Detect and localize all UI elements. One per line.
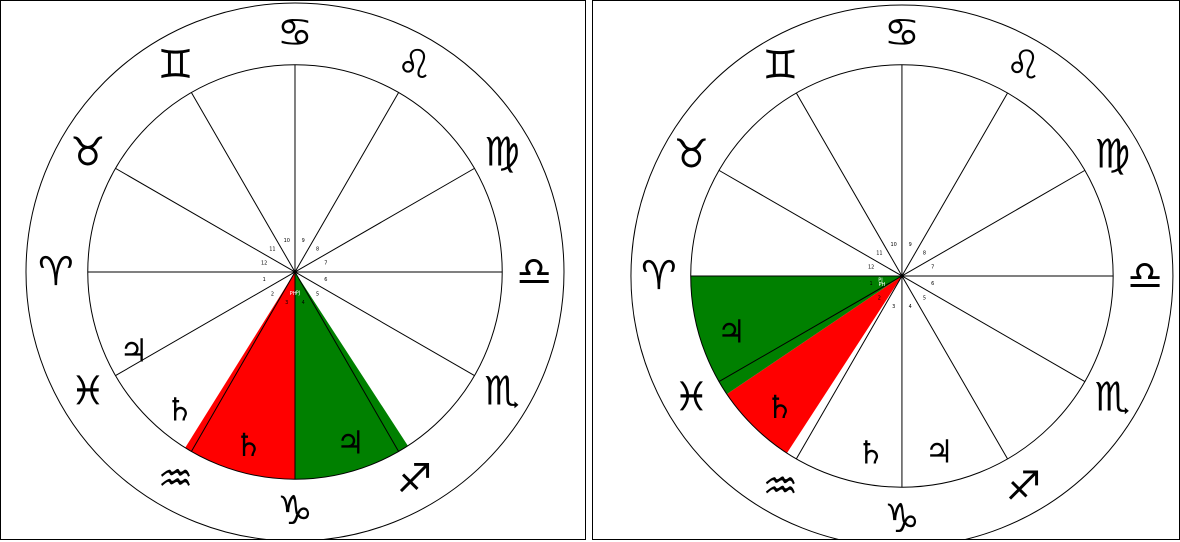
outer-ring [25,2,565,539]
virgo-icon: ♍ [1095,131,1131,177]
house-number-9: 9 [302,238,305,244]
house-cusp-line [901,92,1008,277]
house-number-1: 1 [870,281,873,287]
red-sector [185,271,295,480]
house-cusp-line [294,92,400,273]
leo-icon: ♌ [397,42,433,88]
house-number-3: 3 [285,300,288,306]
gemini-icon: ♊ [763,42,799,88]
house-number-10: 10 [891,242,897,248]
house-number-2: 2 [878,296,881,302]
jupiter-icon: ♃ [925,432,954,470]
house-label-sector-red: PH [290,291,297,297]
saturn-icon: ♄ [857,434,886,472]
house-cusp-line [115,167,296,273]
house-number-9: 9 [909,242,912,248]
green-sector [690,275,902,395]
house-number-7: 7 [931,265,934,271]
house-cusp-line [190,92,296,273]
house-cusp-line [718,275,903,383]
house-number-8: 8 [316,246,319,252]
sagittarius-icon: ♐ [397,456,433,502]
house-label-sector-green: PJ [878,278,882,284]
house-number-2: 2 [271,292,274,298]
chart-panel-left: 1 2 3 4 5 6 7 8 9 10 11 12 PH PJ ♑ ♐ ♏ ♎ ♍ ♌ ♋ ♊ ♉ ♈ ♓ ♒ ♄ ♃ ♄ ♃ [0,0,586,540]
house-cusp-line [901,169,1086,277]
outer-ring [630,4,1174,539]
house-label-sector-red: PH [879,282,886,288]
house-cusp-line [294,271,475,377]
house-number-6: 6 [324,277,327,283]
pisces-icon: ♓ [674,375,710,421]
house-cusp-line [901,275,1008,460]
house-number-5: 5 [923,296,926,302]
jupiter-icon: ♃ [120,332,149,370]
jupiter-icon: ♃ [336,424,365,462]
aquarius-icon: ♒ [763,464,799,510]
taurus-icon: ♉ [674,131,710,177]
aries-icon: ♈ [38,249,74,295]
green-sector [294,271,408,480]
red-sector [726,275,902,454]
house-number-6: 6 [931,281,934,287]
cancer-icon: ♋ [884,10,920,56]
capricorn-icon: ♑ [884,496,920,539]
cancer-icon: ♋ [277,10,313,56]
house-number-5: 5 [316,292,319,298]
chart-panel-right: 1 2 3 4 5 6 7 8 9 10 11 12 PH PJ ♑ ♐ ♏ ♎ ♍ ♌ ♋ ♊ ♉ ♈ ♓ ♒ ♄ ♃ ♄ ♃ [592,0,1180,540]
leo-icon: ♌ [1006,42,1042,88]
sagittarius-icon: ♐ [1006,464,1042,510]
house-cusp-line [190,271,296,452]
house-cusp-line [294,271,400,452]
libra-icon: ♎ [1127,253,1163,299]
aquarius-icon: ♒ [158,456,194,502]
pisces-icon: ♓ [70,369,106,415]
house-cusp-line [795,275,903,460]
house-number-8: 8 [923,250,926,256]
saturn-icon: ♄ [234,426,263,464]
aries-icon: ♈ [641,253,677,299]
scorpio-icon: ♏ [484,369,520,415]
house-number-4: 4 [909,304,912,310]
libra-icon: ♎ [516,249,552,295]
taurus-icon: ♉ [70,129,106,175]
house-number-7: 7 [324,261,327,267]
capricorn-icon: ♑ [277,488,313,534]
saturn-icon: ♄ [765,388,794,426]
house-cusp-line [795,92,903,277]
gemini-icon: ♊ [158,42,194,88]
house-number-11: 11 [876,250,882,256]
house-cusp-line [718,169,903,277]
saturn-icon: ♄ [165,390,194,428]
house-number-1: 1 [263,277,266,283]
scorpio-icon: ♏ [1095,375,1131,421]
house-number-3: 3 [892,304,895,310]
house-cusp-line [294,167,475,273]
house-cusp-line [115,271,296,377]
jupiter-icon: ♃ [717,312,746,350]
virgo-icon: ♍ [484,129,520,175]
house-number-4: 4 [302,300,305,306]
house-number-11: 11 [269,246,275,252]
house-number-10: 10 [284,238,290,244]
house-cusp-line [901,275,1086,383]
house-number-12: 12 [261,261,267,267]
house-label-sector-green: PJ [296,291,300,297]
house-number-12: 12 [868,265,874,271]
